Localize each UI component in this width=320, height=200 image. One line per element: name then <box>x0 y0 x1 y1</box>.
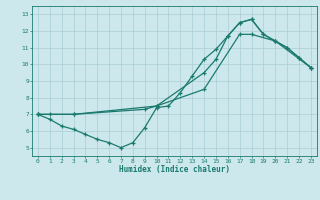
X-axis label: Humidex (Indice chaleur): Humidex (Indice chaleur) <box>119 165 230 174</box>
